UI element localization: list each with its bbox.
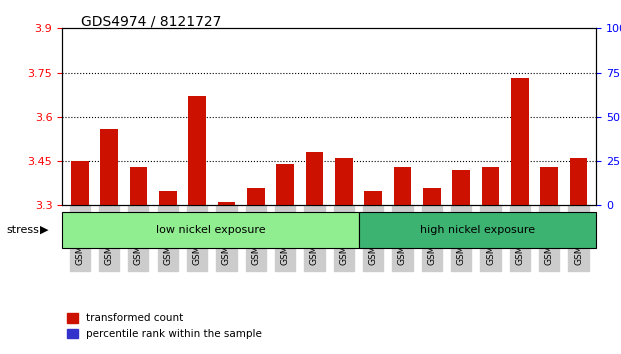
Bar [306,152,324,205]
Bar [335,158,353,205]
Text: low nickel exposure: low nickel exposure [156,225,265,235]
Bar [511,79,528,205]
Bar [276,164,294,205]
Text: stress: stress [6,225,39,235]
FancyBboxPatch shape [359,212,596,248]
Legend: transformed count, percentile rank within the sample: transformed count, percentile rank withi… [67,313,262,339]
Text: GDS4974 / 8121727: GDS4974 / 8121727 [81,14,221,28]
Bar [100,129,118,205]
Bar [482,167,499,205]
Bar [217,202,235,205]
Bar [423,188,441,205]
Bar [247,188,265,205]
Bar [540,167,558,205]
Bar [188,96,206,205]
Bar [71,161,89,205]
Bar [130,167,147,205]
Text: ▶: ▶ [40,225,49,235]
Bar [452,170,470,205]
Bar [159,190,176,205]
Bar [365,190,382,205]
FancyBboxPatch shape [62,212,359,248]
Bar [394,167,411,205]
Bar [569,158,587,205]
Text: high nickel exposure: high nickel exposure [420,225,535,235]
